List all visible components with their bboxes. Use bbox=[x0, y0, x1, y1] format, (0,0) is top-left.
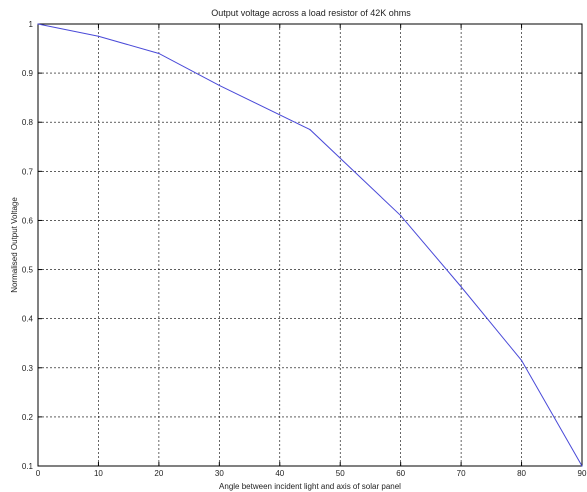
y-tick-label: 0.2 bbox=[22, 413, 34, 422]
y-tick-label: 0.5 bbox=[22, 266, 34, 275]
y-tick-label: 0.1 bbox=[22, 462, 34, 471]
x-tick-label: 40 bbox=[275, 469, 284, 478]
data-point bbox=[520, 359, 523, 362]
series-group bbox=[37, 23, 583, 467]
y-tick-label: 0.6 bbox=[22, 216, 34, 225]
x-tick-label: 10 bbox=[94, 469, 103, 478]
y-axis-ticks: 0.1 0.2 0.3 0.4 0.5 0.6 0.7 0.8 0.9 1 bbox=[22, 20, 582, 471]
x-axis-label: Angle between incident light and axis of… bbox=[219, 482, 401, 491]
x-tick-label: 80 bbox=[517, 469, 526, 478]
y-tick-label: 0.7 bbox=[22, 167, 34, 176]
y-tick-label: 1 bbox=[29, 20, 34, 29]
data-point bbox=[218, 84, 220, 86]
data-point bbox=[460, 286, 462, 288]
grid-lines bbox=[38, 24, 582, 466]
x-tick-label: 20 bbox=[154, 469, 163, 478]
data-point bbox=[581, 465, 583, 467]
plot-frame bbox=[37, 23, 583, 467]
plot-area bbox=[38, 24, 582, 466]
x-tick-label: 50 bbox=[336, 469, 345, 478]
x-tick-label: 0 bbox=[36, 469, 41, 478]
x-tick-label: 90 bbox=[578, 469, 587, 478]
x-tick-label: 70 bbox=[457, 469, 466, 478]
y-tick-label: 0.8 bbox=[22, 118, 34, 127]
data-point bbox=[400, 214, 402, 217]
y-tick-label: 0.3 bbox=[22, 364, 34, 373]
x-tick-label: 60 bbox=[396, 469, 405, 478]
x-axis-ticks: 0 10 20 30 40 50 60 70 80 90 bbox=[36, 24, 587, 478]
data-point bbox=[37, 23, 39, 25]
chart-title: Output voltage across a load resistor of… bbox=[211, 8, 411, 18]
x-tick-label: 30 bbox=[215, 469, 224, 478]
data-point bbox=[309, 128, 311, 131]
y-tick-label: 0.4 bbox=[22, 315, 34, 324]
data-point bbox=[158, 52, 160, 55]
data-point bbox=[97, 35, 100, 37]
y-axis-label: Normalised Output Voltage bbox=[10, 197, 19, 293]
y-tick-label: 0.9 bbox=[22, 69, 34, 78]
